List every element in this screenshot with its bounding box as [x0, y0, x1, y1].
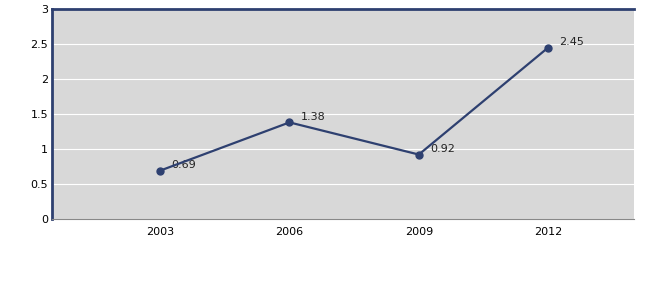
Text: 0.69: 0.69 [171, 160, 196, 170]
Persentase Penduduk Penyandang Disabilitas Berdasarkan Data Susenas Tahun 2003, 2006, 2009 [286, 121, 294, 124]
Persentase Penduduk Penyandang Disabilitas Berdasarkan Data Susenas Tahun 2003, 2006, 2009 [156, 169, 164, 172]
Text: 0.92: 0.92 [430, 144, 455, 154]
Persentase Penduduk Penyandang Disabilitas Berdasarkan Data Susenas Tahun 2003, 2006, 2009 [415, 153, 422, 156]
Text: 1.38: 1.38 [301, 112, 325, 122]
Line: Persentase Penduduk Penyandang Disabilitas Berdasarkan Data Susenas Tahun 2003, 2006, 2009: Persentase Penduduk Penyandang Disabilit… [157, 44, 551, 174]
Text: 2.45: 2.45 [559, 37, 584, 47]
Persentase Penduduk Penyandang Disabilitas Berdasarkan Data Susenas Tahun 2003, 2006, 2009 [544, 46, 552, 50]
